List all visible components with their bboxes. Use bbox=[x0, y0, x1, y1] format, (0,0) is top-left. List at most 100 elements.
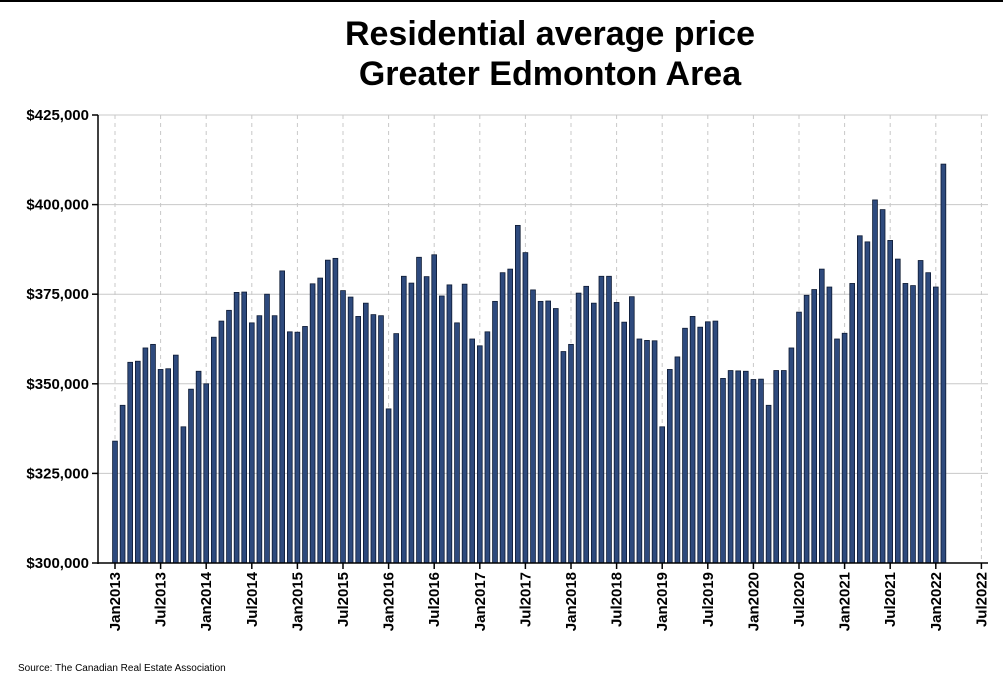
chart-title-line-2: Greater Edmonton Area bbox=[358, 55, 742, 93]
x-tick-label: Jan2020 bbox=[745, 572, 762, 631]
bar bbox=[210, 336, 217, 564]
bar bbox=[127, 361, 134, 564]
bar bbox=[195, 370, 202, 564]
bar bbox=[188, 388, 194, 564]
bar bbox=[218, 320, 225, 564]
bar bbox=[119, 404, 126, 564]
x-tick-label: Jul2020 bbox=[791, 572, 808, 627]
x-tick-label: Jan2021 bbox=[837, 572, 854, 631]
bar bbox=[811, 289, 817, 564]
y-tick-label: $400,000 bbox=[26, 197, 89, 214]
bar bbox=[613, 302, 620, 564]
bar bbox=[819, 268, 825, 564]
bar bbox=[400, 275, 407, 564]
y-tick-label: $375,000 bbox=[26, 286, 89, 303]
bar bbox=[803, 294, 810, 564]
x-tick-label: Jan2014 bbox=[198, 571, 215, 631]
bar bbox=[864, 241, 871, 564]
bar bbox=[727, 370, 734, 564]
bar bbox=[446, 284, 453, 564]
y-tick-label: $425,000 bbox=[26, 107, 89, 124]
bar bbox=[781, 370, 787, 564]
bar bbox=[499, 272, 506, 564]
bar bbox=[340, 290, 346, 564]
bar bbox=[743, 370, 749, 564]
bar bbox=[765, 404, 772, 564]
bar bbox=[849, 283, 855, 564]
bar bbox=[773, 370, 779, 564]
bar bbox=[788, 347, 795, 564]
x-tick-label: Jan2018 bbox=[563, 572, 580, 631]
bar bbox=[226, 309, 232, 564]
bar bbox=[841, 332, 848, 564]
y-tick-label: $300,000 bbox=[26, 555, 89, 572]
bar bbox=[484, 331, 491, 564]
bar bbox=[165, 368, 172, 564]
bar bbox=[438, 295, 445, 564]
bar bbox=[332, 257, 339, 564]
bar bbox=[393, 333, 399, 564]
bar bbox=[659, 426, 665, 564]
bar bbox=[887, 240, 893, 564]
bar bbox=[545, 300, 551, 564]
bar bbox=[279, 270, 285, 564]
bar bbox=[324, 259, 331, 564]
bar bbox=[917, 260, 924, 564]
bar bbox=[431, 254, 437, 564]
bar bbox=[826, 286, 833, 564]
x-tick-label: Jul2019 bbox=[700, 572, 717, 627]
bar bbox=[157, 369, 164, 564]
bar bbox=[264, 293, 270, 564]
x-tick-label: Jul2013 bbox=[153, 572, 170, 627]
bar bbox=[644, 340, 650, 564]
bar bbox=[720, 378, 726, 564]
bar bbox=[515, 224, 521, 564]
bar bbox=[233, 292, 240, 564]
bar bbox=[735, 370, 741, 564]
bar bbox=[203, 383, 210, 564]
bar bbox=[286, 331, 293, 564]
bar bbox=[591, 302, 597, 564]
bar bbox=[674, 356, 681, 564]
bar bbox=[454, 322, 460, 564]
bar bbox=[667, 369, 673, 564]
x-tick-label: Jan2017 bbox=[472, 572, 489, 631]
bar bbox=[697, 326, 703, 564]
bar bbox=[522, 252, 529, 564]
x-tick-label: Jul2016 bbox=[426, 572, 443, 627]
bar bbox=[621, 321, 627, 564]
bar bbox=[309, 283, 316, 564]
bar bbox=[750, 379, 757, 564]
bar bbox=[378, 315, 384, 564]
bar bbox=[925, 272, 931, 564]
x-tick-label: Jul2021 bbox=[882, 572, 899, 627]
bar bbox=[834, 338, 840, 564]
bar bbox=[507, 268, 513, 564]
x-tick-label: Jan2015 bbox=[289, 572, 306, 631]
x-tick-label: Jan2019 bbox=[654, 572, 671, 631]
bar bbox=[598, 275, 605, 564]
chart-title: Residential average price Greater Edmont… bbox=[240, 14, 860, 94]
x-tick-label: Jan2013 bbox=[107, 572, 124, 631]
bar bbox=[362, 302, 369, 564]
x-tick-label: Jan2022 bbox=[928, 572, 945, 631]
x-tick-label: Jul2022 bbox=[973, 572, 990, 627]
chart-title-line-1: Residential average price bbox=[344, 15, 756, 53]
bar bbox=[355, 316, 361, 564]
bar bbox=[530, 289, 536, 564]
bar bbox=[385, 408, 392, 564]
bar bbox=[682, 327, 688, 564]
bar bbox=[317, 277, 323, 564]
bar bbox=[112, 440, 118, 564]
bar bbox=[910, 285, 916, 564]
bar bbox=[606, 275, 612, 564]
bar bbox=[416, 256, 422, 564]
bar bbox=[302, 326, 308, 564]
bar bbox=[575, 292, 582, 564]
bar bbox=[476, 345, 483, 564]
bar bbox=[241, 291, 248, 564]
bar bbox=[461, 283, 468, 564]
bar bbox=[560, 351, 567, 564]
bar bbox=[347, 296, 354, 564]
x-tick-label: Jul2015 bbox=[335, 572, 352, 627]
